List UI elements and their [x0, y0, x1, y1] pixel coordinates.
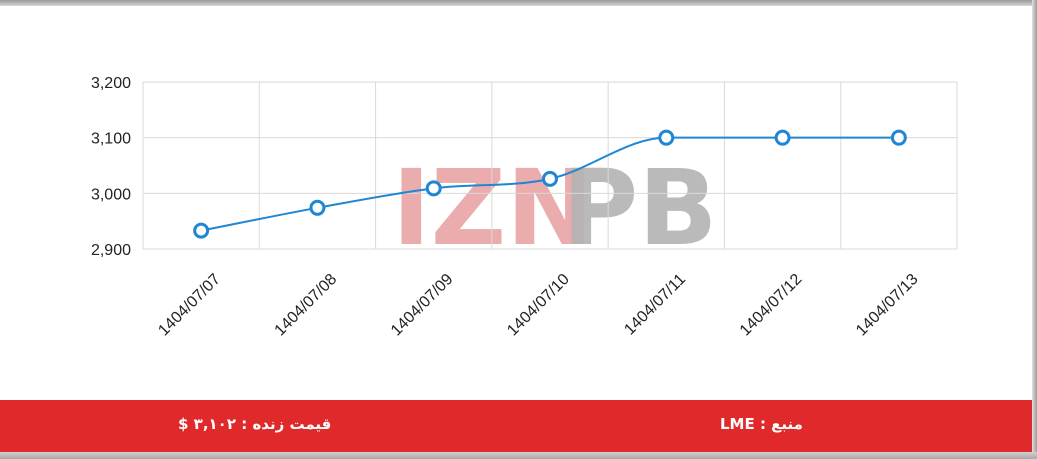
source-label: منبع : LME	[720, 415, 803, 433]
x-tick-label: 1404/07/09	[388, 271, 457, 340]
data-point	[425, 180, 442, 197]
y-tick-label: 3,000	[91, 186, 131, 203]
x-tick-label: 1404/07/10	[504, 271, 573, 340]
x-tick-label: 1404/07/08	[272, 271, 341, 340]
data-point	[309, 199, 326, 216]
y-tick-label: 3,100	[91, 131, 131, 148]
data-point	[658, 129, 675, 146]
y-tick-label: 3,200	[91, 75, 131, 92]
bottom-border	[0, 452, 1037, 459]
chart-area: IZN PB 2,900 3,000 3,100 3,200 1404/07/07 1404/…	[91, 75, 958, 340]
right-border	[1032, 0, 1037, 459]
x-tick-label: 1404/07/07	[155, 271, 224, 340]
y-tick-label: 2,900	[91, 242, 131, 259]
data-point	[193, 222, 210, 239]
data-point	[890, 129, 907, 146]
x-tick-label: 1404/07/13	[853, 271, 922, 340]
x-tick-label: 1404/07/11	[621, 271, 689, 339]
data-point	[542, 170, 558, 187]
x-tick-label: 1404/07/12	[737, 271, 806, 340]
data-point	[774, 129, 791, 146]
live-price-label: قیمت زنده : ۳,۱۰۲ $	[178, 415, 332, 433]
footer-bar: قیمت زنده : ۳,۱۰۲ $ منبع : LME	[0, 400, 1032, 452]
top-border	[0, 0, 1037, 6]
